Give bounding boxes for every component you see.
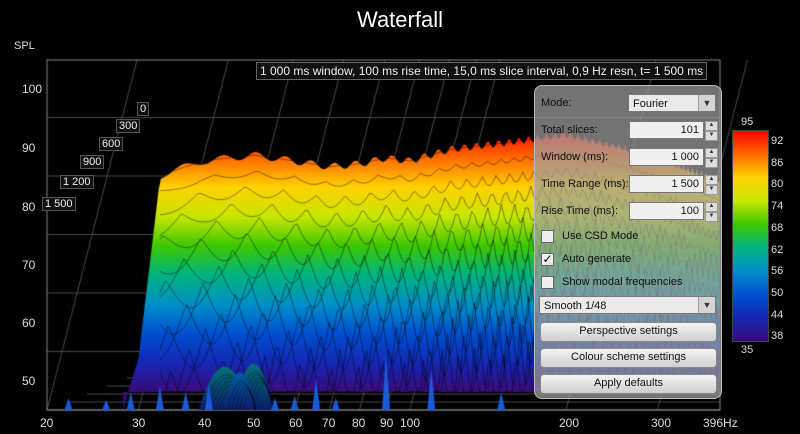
- time-range-stepper[interactable]: 1 500 ▲ ▼: [629, 175, 718, 195]
- colour-scale-label: 38: [771, 330, 784, 343]
- colour-scale-max: 95: [741, 116, 754, 128]
- x-tick-label: 30: [132, 416, 146, 430]
- spin-down-icon[interactable]: ▼: [705, 131, 718, 141]
- spin-up-icon[interactable]: ▲: [705, 202, 718, 212]
- rise-time-stepper[interactable]: 100 ▲ ▼: [629, 202, 718, 222]
- x-tick-label: 100: [400, 416, 421, 430]
- smoothing-select[interactable]: Smooth 1/48 ▼: [539, 296, 716, 314]
- auto-generate-checkbox[interactable]: ✓ Auto generate: [541, 252, 631, 268]
- window-stepper[interactable]: 1 000 ▲ ▼: [629, 148, 718, 168]
- x-tick-label: 80: [352, 416, 366, 430]
- y-tick-label: 100: [22, 82, 43, 96]
- colour-scale-label: 50: [771, 286, 784, 299]
- x-tick-label: 70: [322, 416, 336, 430]
- x-tick-label: 40: [198, 416, 212, 430]
- window-field[interactable]: 1 000: [629, 148, 704, 166]
- time-range-field[interactable]: 1 500: [629, 175, 704, 193]
- colour-scale-label: 86: [771, 156, 784, 169]
- x-tick-label: 50: [247, 416, 261, 430]
- smoothing-value: Smooth 1/48: [544, 300, 607, 312]
- y-tick-label: 90: [22, 141, 36, 155]
- total-slices-stepper[interactable]: 101 ▲ ▼: [629, 121, 718, 141]
- x-tick-label: 90: [380, 416, 394, 430]
- spin-up-icon[interactable]: ▲: [705, 175, 718, 185]
- x-tick-label: 200: [559, 416, 580, 430]
- colour-scale-label: 80: [771, 178, 784, 191]
- chevron-down-icon: ▼: [698, 297, 715, 313]
- time-label: 900: [80, 155, 105, 169]
- mode-label: Mode:: [541, 97, 572, 109]
- x-tick-label: 20: [40, 416, 54, 430]
- spin-down-icon[interactable]: ▼: [705, 185, 718, 195]
- total-slices-label: Total slices:: [541, 124, 598, 136]
- y-tick-label: 60: [22, 316, 36, 330]
- time-label: 1 500: [42, 197, 76, 211]
- x-tick-label: 396Hz: [703, 416, 738, 430]
- colour-scale-bar: [732, 130, 769, 342]
- time-label: 1 200: [60, 175, 94, 189]
- x-tick-label: 300: [651, 416, 672, 430]
- checkmark-icon[interactable]: ✓: [541, 251, 554, 266]
- time-label: 0: [137, 102, 150, 116]
- y-tick-label: 50: [22, 374, 36, 388]
- colour-scale-label: 62: [771, 243, 784, 256]
- time-label: 600: [99, 137, 124, 151]
- colour-scale-label: 44: [771, 308, 784, 321]
- x-tick-label: 60: [289, 416, 303, 430]
- perspective-settings-button[interactable]: Perspective settings: [540, 322, 717, 342]
- checkbox-box[interactable]: [541, 229, 554, 243]
- y-tick-label: 80: [22, 200, 36, 214]
- mode-select[interactable]: Fourier ▼: [628, 94, 716, 112]
- apply-defaults-button[interactable]: Apply defaults: [540, 374, 717, 394]
- colour-scale-min: 35: [741, 344, 754, 356]
- waterfall-info-text: 1 000 ms window, 100 ms rise time, 15,0 …: [256, 62, 708, 80]
- rise-time-label: Rise Time (ms):: [541, 205, 618, 217]
- show-modal-checkbox[interactable]: Show modal frequencies: [541, 275, 682, 291]
- colour-scheme-settings-button[interactable]: Colour scheme settings: [540, 348, 717, 368]
- use-csd-checkbox[interactable]: Use CSD Mode: [541, 229, 638, 245]
- checkbox-box[interactable]: [541, 275, 554, 289]
- colour-scale-label: 68: [771, 221, 784, 234]
- window-label: Window (ms):: [541, 151, 609, 163]
- waterfall-controls-panel: Mode: Fourier ▼ Total slices: 101 ▲ ▼ Win…: [534, 85, 722, 399]
- use-csd-label: Use CSD Mode: [562, 230, 639, 242]
- window-title: Waterfall: [357, 7, 443, 32]
- mode-value: Fourier: [633, 98, 668, 110]
- spin-up-icon[interactable]: ▲: [705, 121, 718, 131]
- show-modal-label: Show modal frequencies: [562, 276, 683, 288]
- colour-scale-label: 74: [771, 200, 784, 213]
- rise-time-field[interactable]: 100: [629, 202, 704, 220]
- y-tick-label: 70: [22, 258, 36, 272]
- total-slices-field[interactable]: 101: [629, 121, 704, 139]
- time-label: 300: [116, 119, 141, 133]
- auto-generate-label: Auto generate: [562, 253, 632, 265]
- y-axis-label: SPL: [14, 40, 35, 52]
- colour-scale-label: 92: [771, 135, 784, 147]
- chevron-down-icon: ▼: [698, 95, 715, 111]
- time-range-label: Time Range (ms):: [541, 178, 629, 190]
- colour-scale-label: 56: [771, 265, 784, 278]
- spin-down-icon[interactable]: ▼: [705, 158, 718, 168]
- spin-up-icon[interactable]: ▲: [705, 148, 718, 158]
- spin-down-icon[interactable]: ▼: [705, 212, 718, 222]
